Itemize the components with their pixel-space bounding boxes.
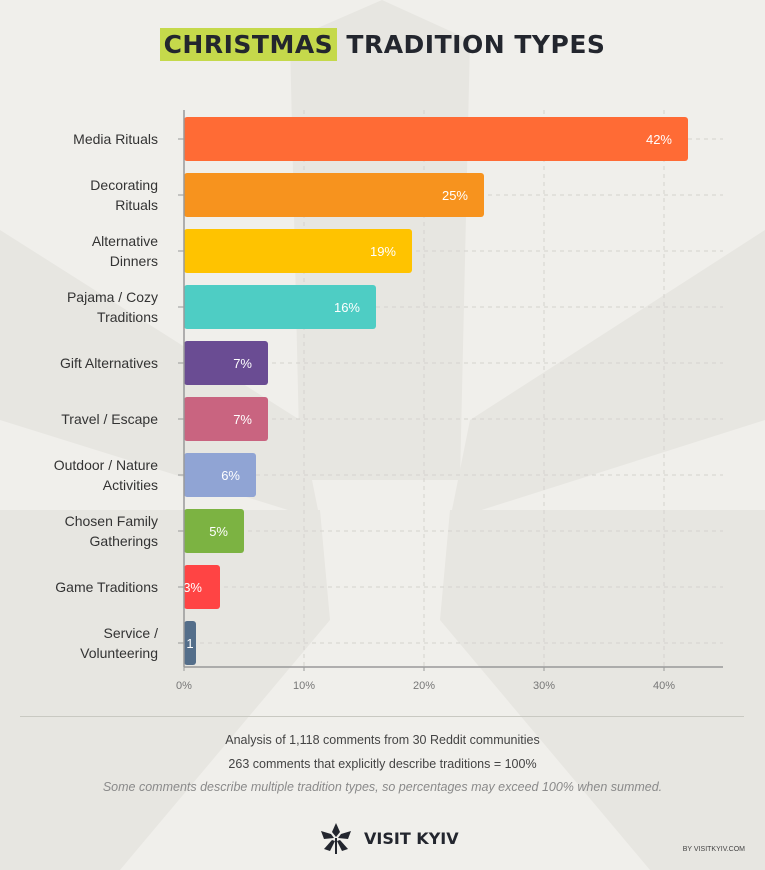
category-label: Game Traditions [55,579,158,595]
bar-media-rituals [184,117,688,161]
data-label: 6% [221,468,240,483]
bar-travel-escape [184,397,268,441]
bar-chosen-family-gatherings [184,509,244,553]
category-label: Outdoor / Nature Activities [54,457,158,493]
data-label: 19% [370,244,396,259]
chestnut-leaf-icon [321,823,351,854]
x-tick-label: 0% [176,680,192,692]
bar-alternative-dinners [184,229,412,273]
brand-logo: VISIT KYIV [320,822,459,854]
bar-decorating-rituals [184,173,484,217]
chart-title: CHRISTMAS TRADITION TYPES [0,28,765,61]
category-label: Alternative Dinners [92,233,158,269]
bar-outdoor-nature-activities [184,453,256,497]
footer-line-1: Analysis of 1,118 comments from 30 Reddi… [225,733,540,747]
category-label: Media Rituals [73,131,158,147]
credit: BY VISITKYIV.COM [682,846,745,853]
category-label: Travel / Escape [61,411,158,427]
bar-pajama-cozy-traditions [184,285,376,329]
category-label: Pajama / Cozy Traditions [67,289,158,325]
brand-name: VISIT KYIV [364,828,459,848]
x-tick-label: 20% [413,680,435,692]
data-label: 7% [233,356,252,371]
x-tick-label: 30% [533,680,555,692]
footer-note: Some comments describe multiple traditio… [102,780,663,794]
data-label: 25% [442,188,468,203]
divider [20,716,744,717]
bar-gift-alternatives [184,341,268,385]
bar-game-traditions [184,565,220,609]
bar-chart: 0% 10% 20% 30% 40% 42% Media Rituals 25% Decorat… [54,110,723,692]
category-label: Gift Alternatives [60,355,158,371]
data-label: 7% [233,412,252,427]
title-highlight: CHRISTMAS [159,28,338,61]
data-label: 1 [186,636,193,651]
x-tick-label: 40% [653,680,675,692]
bar-service-volunteering [184,621,196,665]
category-label: Service / Volunteering [80,625,158,661]
data-label: 42% [646,132,672,147]
title-rest: TRADITION TYPES [346,30,606,59]
x-tick-label: 10% [293,680,315,692]
category-label: Decorating Rituals [90,177,158,213]
footer-line-2: 263 comments that explicitly describe tr… [228,757,537,771]
data-label: 16% [334,300,360,315]
data-label: 5% [209,524,228,539]
data-label: 3% [183,580,202,595]
category-label: Chosen Family Gatherings [65,513,158,549]
